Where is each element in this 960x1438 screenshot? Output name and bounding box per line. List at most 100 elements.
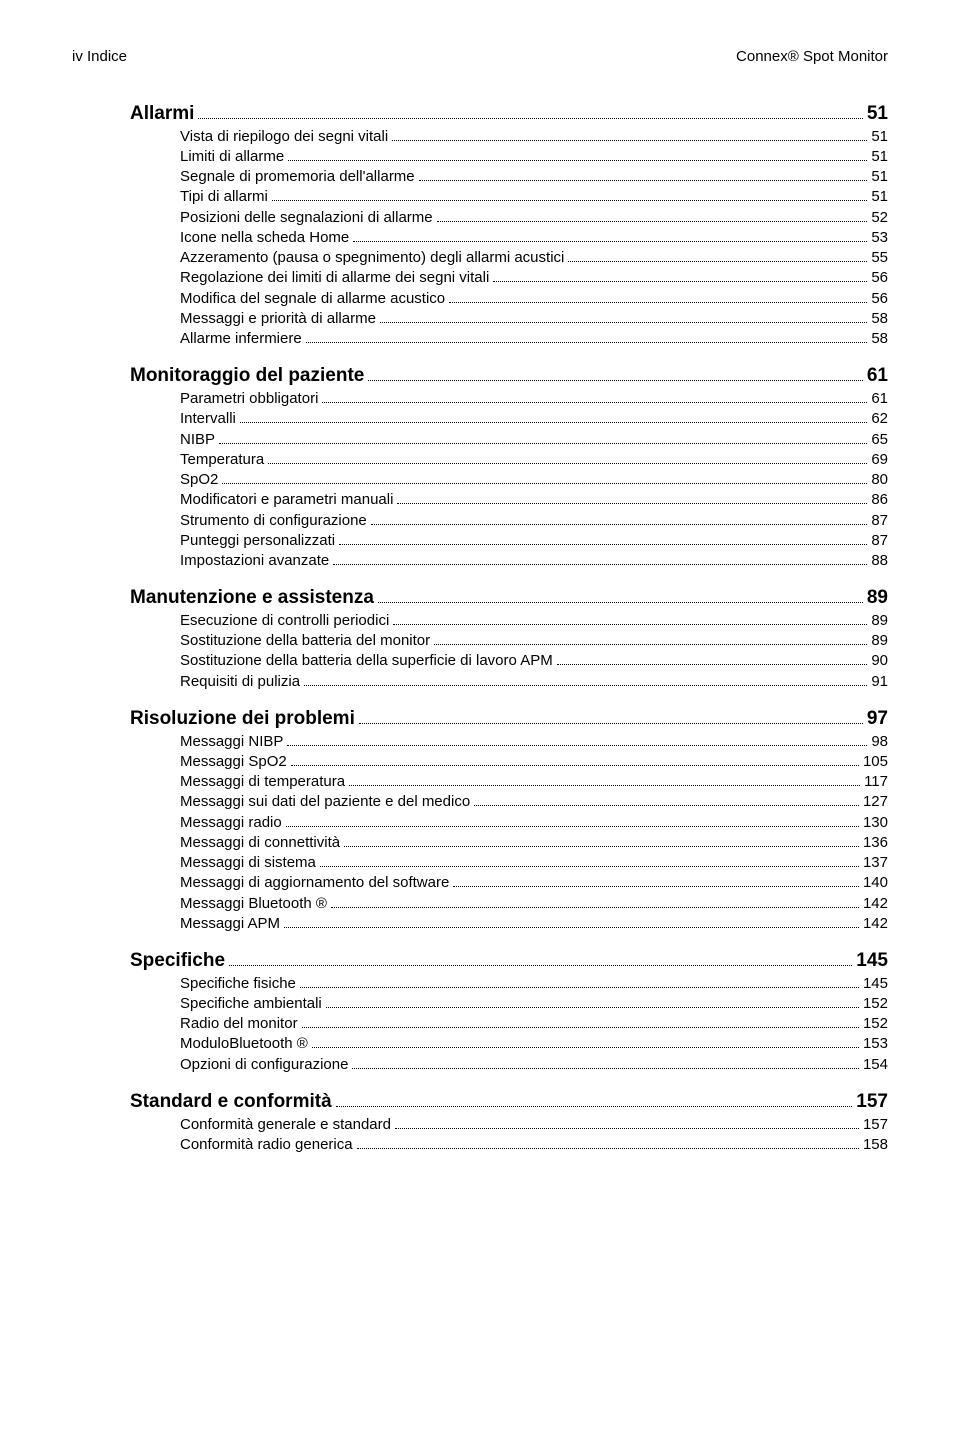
toc-entry: Posizioni delle segnalazioni di allarme 5… [180, 208, 888, 228]
toc-dots [378, 602, 863, 603]
toc-heading-page: 97 [867, 706, 888, 732]
toc-entry: Esecuzione di controlli periodici89 [180, 611, 888, 631]
toc-entry: Segnale di promemoria dell'allarme 51 [180, 167, 888, 187]
toc-entry-page: 51 [871, 187, 888, 207]
toc-dots [434, 644, 867, 645]
toc-entry: Icone nella scheda Home53 [180, 228, 888, 248]
toc-entry-page: 69 [871, 450, 888, 470]
toc-dots [568, 261, 867, 262]
toc-entry-label: ModuloBluetooth ® [180, 1034, 308, 1054]
toc-entry: Sostituzione della batteria del monitor8… [180, 631, 888, 651]
toc-entry-label: Sostituzione della batteria del monitor [180, 631, 430, 651]
toc-heading: Allarmi51 [130, 101, 888, 127]
toc-dots [353, 241, 867, 242]
toc-entry: Vista di riepilogo dei segni vitali51 [180, 127, 888, 147]
toc-entry-label: Messaggi di temperatura [180, 772, 345, 792]
toc-entry: Azzeramento (pausa o spegnimento) degli … [180, 248, 888, 268]
toc-entry-label: Allarme infermiere [180, 329, 302, 349]
toc-entry-page: 58 [871, 329, 888, 349]
toc-entry: Modificatori e parametri manuali86 [180, 490, 888, 510]
toc-dots [333, 564, 867, 565]
toc-entry-page: 154 [863, 1055, 888, 1075]
toc-heading: Standard e conformità 157 [130, 1089, 888, 1115]
toc-entry-label: Messaggi radio [180, 813, 282, 833]
toc-entry: Tipi di allarmi51 [180, 187, 888, 207]
table-of-contents: Allarmi51Vista di riepilogo dei segni vi… [72, 101, 888, 1155]
toc-entry-page: 98 [871, 732, 888, 752]
toc-entry-page: 152 [863, 994, 888, 1014]
toc-dots [393, 624, 867, 625]
toc-entry-page: 52 [871, 208, 888, 228]
toc-entry-page: 152 [863, 1014, 888, 1034]
toc-dots [284, 927, 859, 928]
toc-heading-label: Monitoraggio del paziente [130, 363, 364, 389]
toc-heading-page: 61 [867, 363, 888, 389]
toc-entry: Limiti di allarme51 [180, 147, 888, 167]
toc-dots [326, 1007, 859, 1008]
toc-dots [339, 544, 867, 545]
toc-section: Specifiche145Specifiche fisiche145Specif… [130, 948, 888, 1075]
toc-entry-label: Segnale di promemoria dell'allarme [180, 167, 415, 187]
toc-entry-page: 55 [871, 248, 888, 268]
toc-section: Risoluzione dei problemi 97 Messaggi NIBP 9… [130, 706, 888, 934]
toc-entry: Messaggi Bluetooth ®142 [180, 894, 888, 914]
toc-entry-page: 142 [863, 914, 888, 934]
toc-dots [222, 483, 867, 484]
toc-entry-label: Limiti di allarme [180, 147, 284, 167]
toc-entry-label: Strumento di configurazione [180, 511, 367, 531]
toc-entry-label: Punteggi personalizzati [180, 531, 335, 551]
toc-dots [371, 524, 868, 525]
toc-dots [493, 281, 867, 282]
toc-entry-label: Posizioni delle segnalazioni di allarme [180, 208, 433, 228]
toc-entry-page: 89 [871, 611, 888, 631]
toc-entry-page: 136 [863, 833, 888, 853]
toc-entry: Messaggi radio130 [180, 813, 888, 833]
toc-entry: Messaggi e priorità di allarme58 [180, 309, 888, 329]
toc-entry: Messaggi di sistema137 [180, 853, 888, 873]
toc-entry: Messaggi sui dati del paziente e del med… [180, 792, 888, 812]
toc-heading: Risoluzione dei problemi 97 [130, 706, 888, 732]
toc-entry-label: Impostazioni avanzate [180, 551, 329, 571]
toc-entry-label: Temperatura [180, 450, 264, 470]
toc-heading-label: Specifiche [130, 948, 225, 974]
toc-heading-page: 157 [856, 1089, 888, 1115]
toc-entry: Intervalli62 [180, 409, 888, 429]
toc-dots [272, 200, 868, 201]
toc-dots [320, 866, 859, 867]
toc-entry: Impostazioni avanzate88 [180, 551, 888, 571]
toc-entry-label: Regolazione dei limiti di allarme dei se… [180, 268, 489, 288]
toc-dots [352, 1068, 859, 1069]
toc-entry: Temperatura 69 [180, 450, 888, 470]
toc-heading-label: Manutenzione e assistenza [130, 585, 374, 611]
toc-entry-label: Conformità generale e standard [180, 1115, 391, 1135]
toc-dots [419, 180, 868, 181]
toc-entry-label: Messaggi APM [180, 914, 280, 934]
toc-entry-page: 62 [871, 409, 888, 429]
toc-entry-page: 127 [863, 792, 888, 812]
toc-entry-page: 87 [871, 511, 888, 531]
toc-entry-page: 65 [871, 430, 888, 450]
toc-dots [397, 503, 867, 504]
toc-entry-label: Conformità radio generica [180, 1135, 353, 1155]
toc-heading: Manutenzione e assistenza89 [130, 585, 888, 611]
toc-entry: Conformità generale e standard157 [180, 1115, 888, 1135]
toc-entry: Parametri obbligatori61 [180, 389, 888, 409]
toc-entry: Messaggi APM 142 [180, 914, 888, 934]
toc-entry-label: Messaggi NIBP [180, 732, 283, 752]
toc-dots [322, 402, 867, 403]
toc-entry-page: 142 [863, 894, 888, 914]
header-right: Connex® Spot Monitor [736, 48, 888, 65]
toc-heading-label: Standard e conformità [130, 1089, 332, 1115]
toc-entry-label: Messaggi sui dati del paziente e del med… [180, 792, 470, 812]
toc-entry-page: 51 [871, 167, 888, 187]
toc-entry-label: Opzioni di configurazione [180, 1055, 348, 1075]
toc-heading-label: Risoluzione dei problemi [130, 706, 355, 732]
toc-entry-page: 56 [871, 268, 888, 288]
toc-dots [380, 322, 867, 323]
toc-entry: Conformità radio generica158 [180, 1135, 888, 1155]
toc-entry-label: Parametri obbligatori [180, 389, 318, 409]
toc-dots [357, 1148, 859, 1149]
toc-dots [198, 118, 862, 119]
toc-heading: Monitoraggio del paziente 61 [130, 363, 888, 389]
toc-dots [349, 785, 860, 786]
